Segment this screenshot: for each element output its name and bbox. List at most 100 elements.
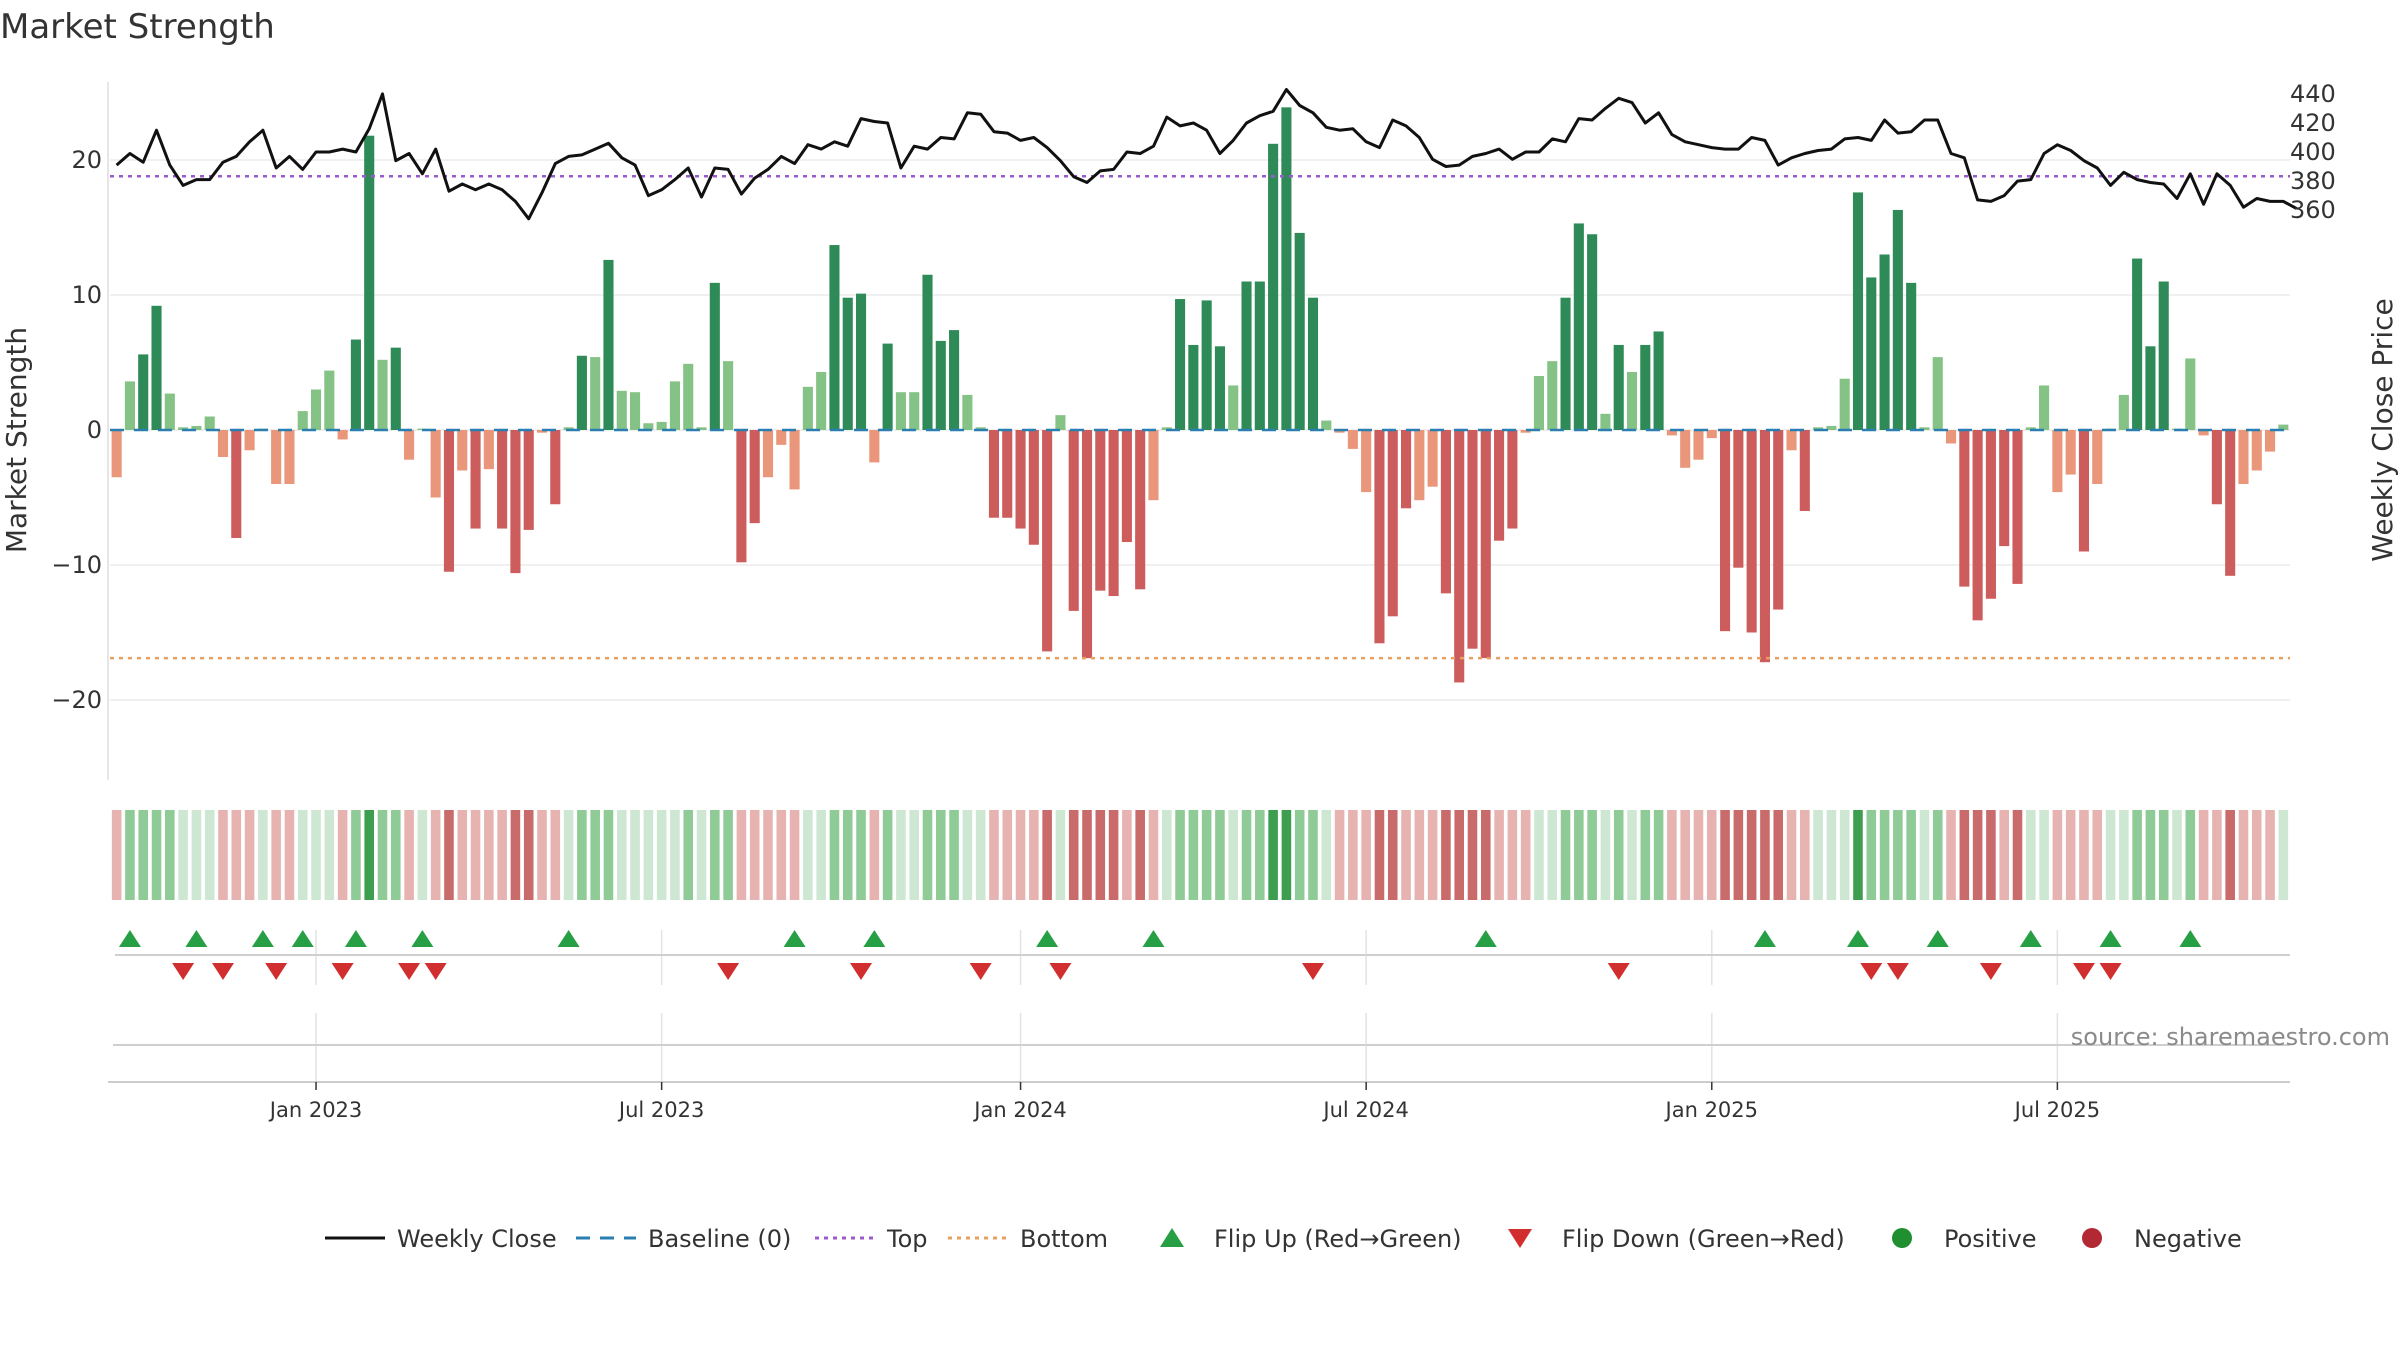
strength-bar bbox=[470, 430, 481, 529]
heat-cell bbox=[696, 810, 707, 900]
strength-bar bbox=[1560, 297, 1571, 430]
strength-bar bbox=[1175, 299, 1186, 430]
strength-bar bbox=[1959, 430, 1970, 587]
heat-cell bbox=[1706, 810, 1717, 900]
heat-cell bbox=[1095, 810, 1106, 900]
heat-cell bbox=[1374, 810, 1385, 900]
heat-cell bbox=[1946, 810, 1956, 900]
strength-bar bbox=[643, 423, 654, 430]
heat-cell bbox=[1175, 810, 1185, 900]
strength-bar bbox=[1254, 281, 1265, 430]
heat-cell bbox=[1587, 810, 1597, 900]
y-axis-left-label: Market Strength bbox=[0, 327, 33, 553]
strength-bar bbox=[2078, 430, 2090, 552]
legend-item-pos: Positive bbox=[1892, 1225, 2037, 1253]
strength-bar bbox=[164, 393, 175, 430]
heat-cell bbox=[1321, 810, 1332, 900]
legend-label: Bottom bbox=[1020, 1225, 1108, 1253]
heat-cell bbox=[1201, 810, 1212, 900]
heat-cell bbox=[749, 810, 760, 900]
heat-cell bbox=[723, 810, 733, 900]
strength-bar bbox=[576, 355, 587, 430]
strength-bar bbox=[816, 371, 827, 430]
heat-cell bbox=[1693, 810, 1704, 900]
heat-cell bbox=[563, 810, 574, 900]
legend-item-neg: Negative bbox=[2082, 1225, 2242, 1253]
heat-cell bbox=[896, 810, 906, 900]
heat-cell bbox=[1294, 810, 1305, 900]
strength-bar bbox=[244, 430, 255, 451]
heat-cell bbox=[364, 810, 374, 900]
heat-cell bbox=[1029, 810, 1039, 900]
legend-item-baseline: Baseline (0) bbox=[576, 1225, 791, 1253]
heat-cell bbox=[2039, 810, 2049, 900]
strength-bar bbox=[204, 416, 215, 430]
strength-bar bbox=[1081, 430, 1093, 659]
heat-cell bbox=[1520, 810, 1531, 900]
heat-cell bbox=[1667, 810, 1677, 900]
y-axis-right-label: Weekly Close Price bbox=[2366, 298, 2399, 561]
strength-bar bbox=[390, 347, 401, 430]
heat-cell bbox=[816, 810, 826, 900]
strength-bar bbox=[696, 427, 707, 430]
legend-item-up: Flip Up (Red→Green) bbox=[1160, 1225, 1462, 1253]
heat-cell bbox=[2198, 810, 2209, 900]
strength-bar bbox=[1573, 223, 1584, 430]
legend-label: Positive bbox=[1944, 1225, 2037, 1253]
heat-cell bbox=[1082, 810, 1092, 900]
strength-bar bbox=[523, 430, 534, 530]
heat-cell bbox=[484, 810, 494, 900]
strength-bar bbox=[1494, 430, 1505, 541]
heat-cell bbox=[284, 810, 295, 900]
strength-bar bbox=[1733, 430, 1744, 568]
heat-cell bbox=[537, 810, 547, 900]
strength-bar bbox=[297, 411, 308, 430]
heat-cell bbox=[1454, 810, 1464, 900]
heat-cell bbox=[1228, 810, 1239, 900]
heat-cell bbox=[683, 810, 694, 900]
heat-cell bbox=[1108, 810, 1119, 900]
strength-bar bbox=[2278, 424, 2289, 430]
y-tick-right: 360 bbox=[2290, 196, 2336, 224]
heat-cell bbox=[1507, 810, 1518, 900]
flip-down-marker bbox=[717, 963, 740, 980]
heat-cell bbox=[763, 810, 773, 900]
y-tick-right: 440 bbox=[2290, 80, 2336, 108]
heat-cell bbox=[1746, 810, 1757, 900]
source-credit: source: sharemaestro.com bbox=[2071, 1023, 2390, 1051]
strength-bar bbox=[1307, 297, 1319, 430]
strength-bar bbox=[2065, 430, 2076, 475]
strength-bar bbox=[1108, 430, 1119, 597]
strength-bar bbox=[536, 430, 548, 433]
heat-cell bbox=[1866, 810, 1877, 900]
heat-cell bbox=[1640, 810, 1651, 900]
heat-cell bbox=[603, 810, 614, 900]
strength-bar bbox=[855, 293, 867, 430]
strength-bar bbox=[723, 361, 734, 430]
strength-bar bbox=[1334, 430, 1345, 433]
flip-up-marker bbox=[1926, 930, 1949, 947]
strength-bar bbox=[1972, 430, 1983, 621]
strength-bar bbox=[1547, 361, 1558, 430]
heat-cell bbox=[297, 810, 308, 900]
heat-cell bbox=[417, 810, 428, 900]
heat-cell bbox=[244, 810, 255, 900]
heat-cell bbox=[1959, 810, 1970, 900]
heat-cell bbox=[2079, 810, 2089, 900]
legend-label: Weekly Close bbox=[397, 1225, 557, 1253]
strength-bar bbox=[350, 339, 361, 430]
strength-bar bbox=[1148, 430, 1159, 501]
strength-bar bbox=[2039, 385, 2050, 430]
strength-bar bbox=[138, 354, 149, 430]
strength-bar bbox=[2132, 258, 2143, 430]
strength-bar bbox=[2185, 358, 2196, 430]
strength-bar bbox=[922, 274, 933, 430]
heat-cell bbox=[842, 810, 853, 900]
strength-bar bbox=[1799, 430, 1810, 511]
strength-bar bbox=[1387, 430, 1398, 617]
strength-bar bbox=[1693, 430, 1704, 460]
heat-cell bbox=[1680, 810, 1690, 900]
strength-bar bbox=[1188, 344, 1199, 430]
flip-markers bbox=[115, 930, 2290, 980]
strength-bar bbox=[1706, 430, 1717, 439]
